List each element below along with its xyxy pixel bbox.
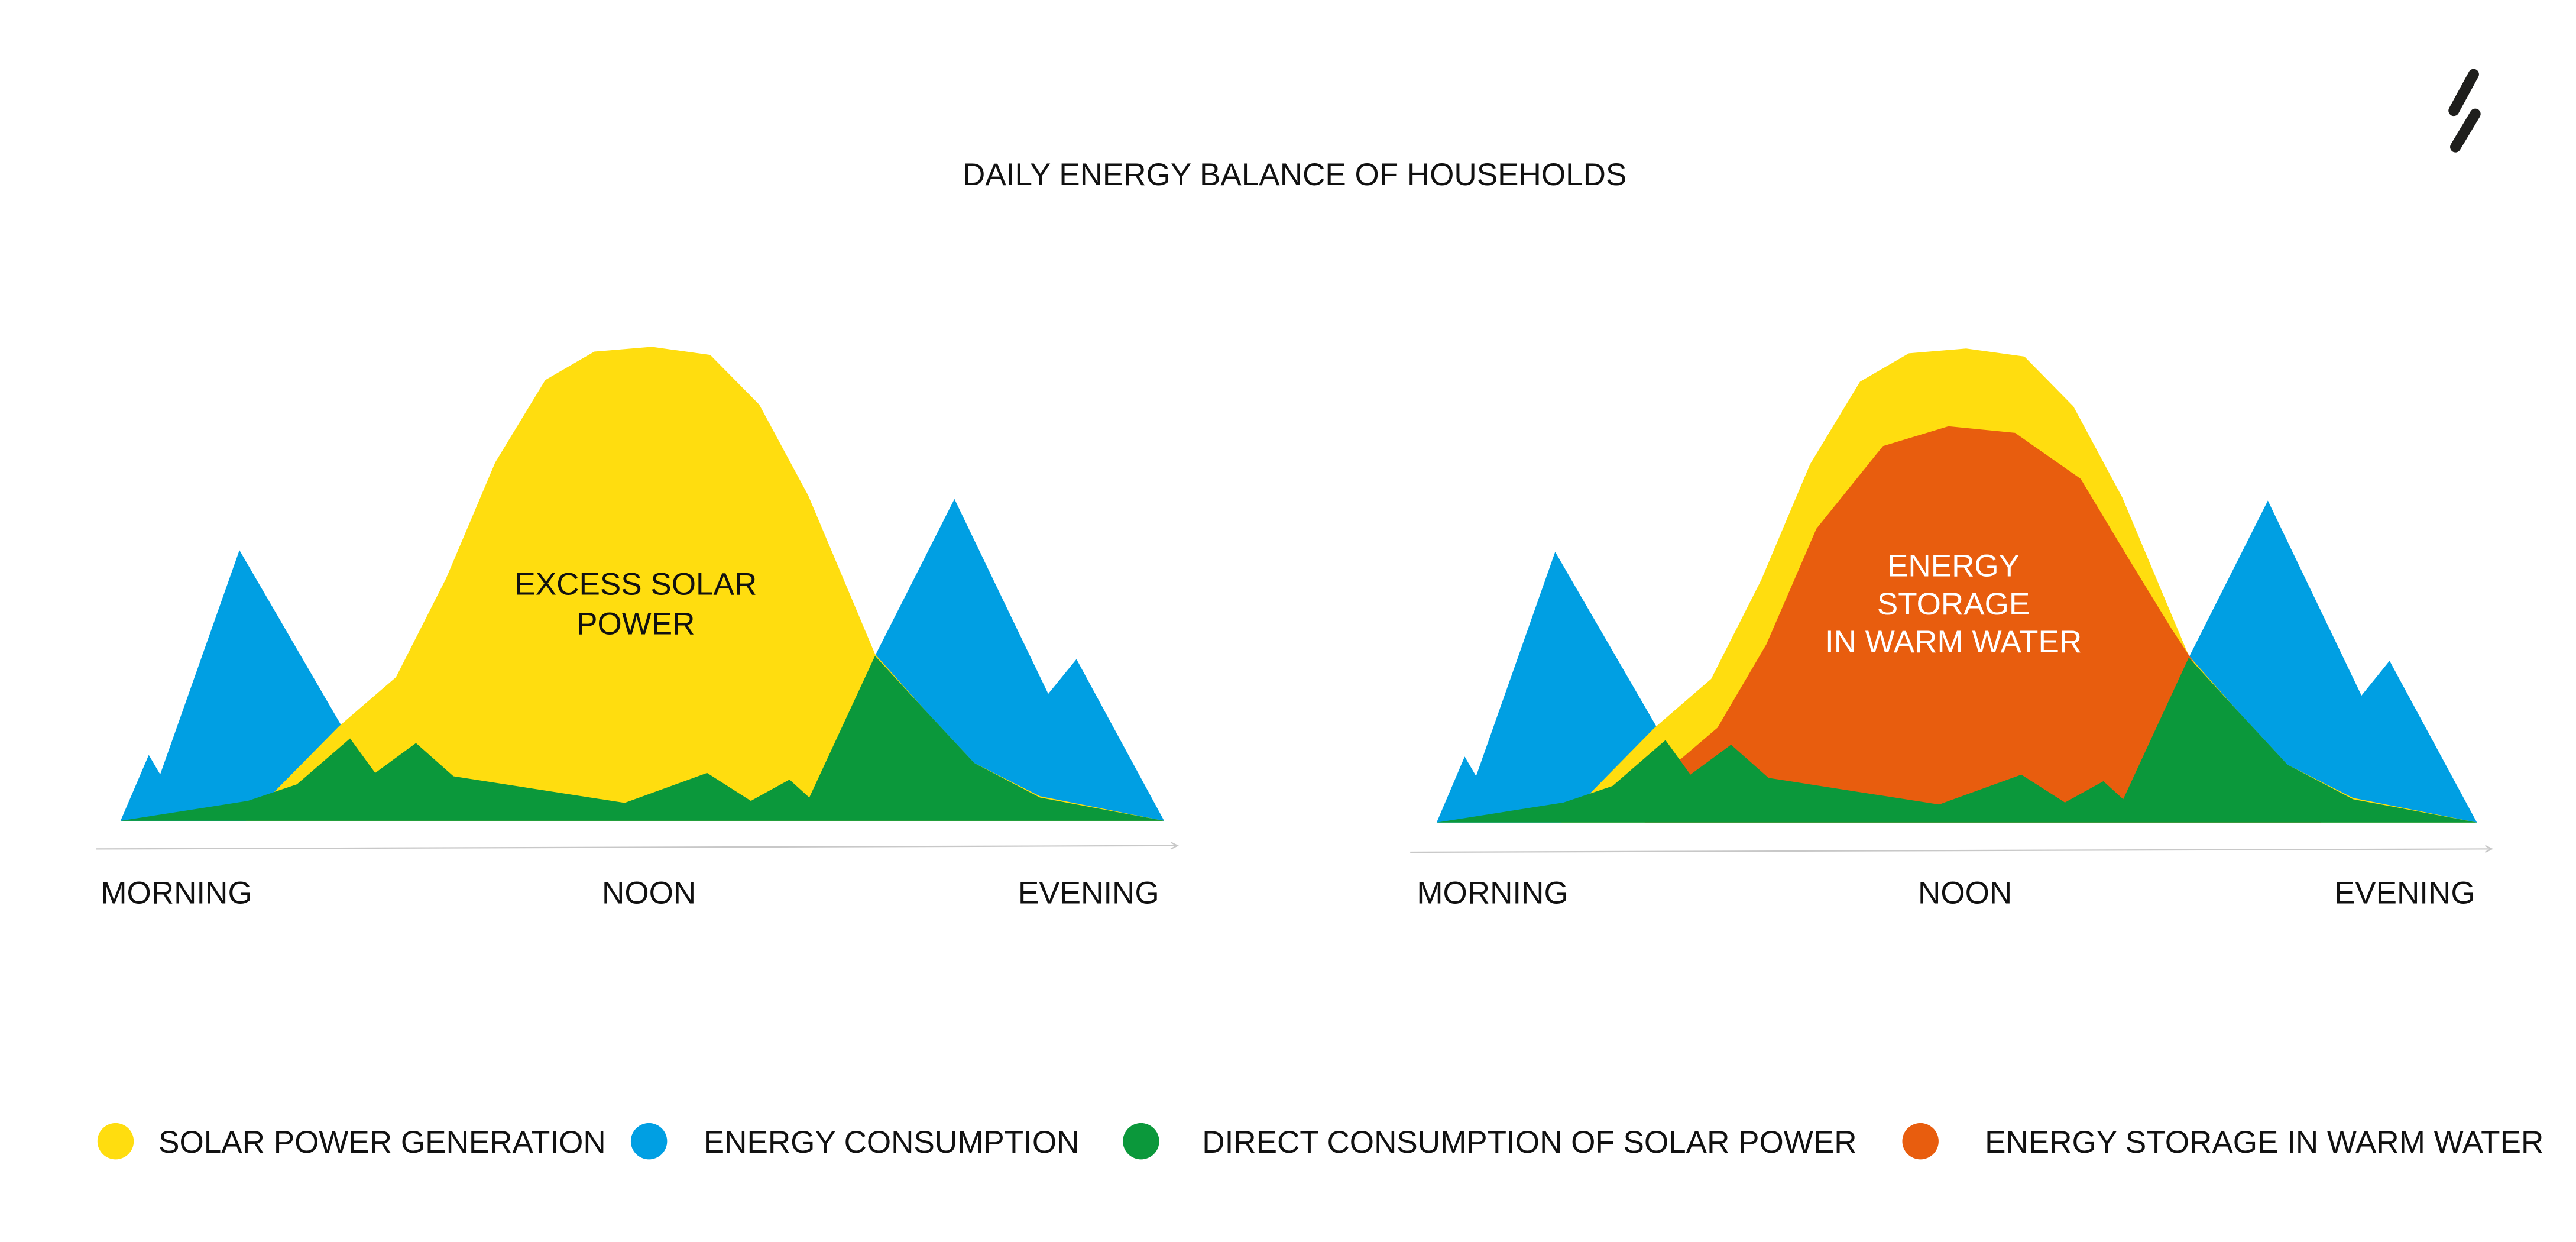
annotation-excess-solar: EXCESS SOLAR POWER xyxy=(514,567,757,641)
area-direct-consumption-of-solar-power xyxy=(120,655,1165,821)
x-tick-label: MORNING xyxy=(1417,876,1568,911)
annotation-energy-storage: ENERGY STORAGE IN WARM WATER xyxy=(1825,549,2082,659)
legend: SOLAR POWER GENERATION ENERGY CONSUMPTIO… xyxy=(97,1123,2543,1160)
axis-line xyxy=(1410,848,2492,853)
x-tick-label: EVENING xyxy=(2334,876,2475,911)
x-axis-right: MORNING NOON EVENING xyxy=(1410,845,2494,911)
legend-label: SOLAR POWER GENERATION xyxy=(158,1125,606,1160)
x-tick-label: NOON xyxy=(602,876,696,911)
logo xyxy=(2448,69,2481,153)
legend-item-storage: ENERGY STORAGE IN WARM WATER xyxy=(1902,1123,2543,1160)
legend-swatch xyxy=(1123,1123,1159,1160)
legend-label: DIRECT CONSUMPTION OF SOLAR POWER xyxy=(1202,1125,1856,1160)
legend-swatch xyxy=(1902,1123,1939,1160)
annotation-line: ENERGY xyxy=(1887,549,2020,584)
legend-label: ENERGY CONSUMPTION xyxy=(704,1125,1080,1160)
axis-arrow xyxy=(1170,842,1179,850)
area-direct-consumption-of-solar-power xyxy=(1436,657,2477,823)
legend-item-direct-consumption: DIRECT CONSUMPTION OF SOLAR POWER xyxy=(1123,1123,1857,1160)
axis-line xyxy=(95,845,1178,850)
x-axis-left: MORNING NOON EVENING xyxy=(95,842,1179,911)
area-energy-storage-in-warm-water xyxy=(1644,426,2321,823)
legend-item-solar: SOLAR POWER GENERATION xyxy=(97,1123,606,1160)
area-solar-power-generation xyxy=(245,347,1165,821)
double-slash-bolt-icon xyxy=(2448,69,2481,153)
annotation-line: IN WARM WATER xyxy=(1825,625,2082,659)
legend-swatch xyxy=(630,1123,668,1160)
chart-left xyxy=(120,347,1165,821)
legend-swatch xyxy=(97,1123,134,1160)
axis-arrow xyxy=(2484,845,2494,853)
x-tick-label: EVENING xyxy=(1018,876,1159,911)
legend-label: ENERGY STORAGE IN WARM WATER xyxy=(1985,1125,2543,1160)
annotation-line: STORAGE xyxy=(1877,587,2030,622)
annotation-line: EXCESS SOLAR xyxy=(514,567,757,601)
x-tick-label: MORNING xyxy=(101,876,252,911)
chart-title: DAILY ENERGY BALANCE OF HOUSEHOLDS xyxy=(963,157,1626,192)
chart-right xyxy=(1436,348,2477,823)
annotation-line: POWER xyxy=(576,606,695,641)
legend-item-consumption: ENERGY CONSUMPTION xyxy=(630,1123,1080,1160)
x-tick-label: NOON xyxy=(1918,876,2012,911)
